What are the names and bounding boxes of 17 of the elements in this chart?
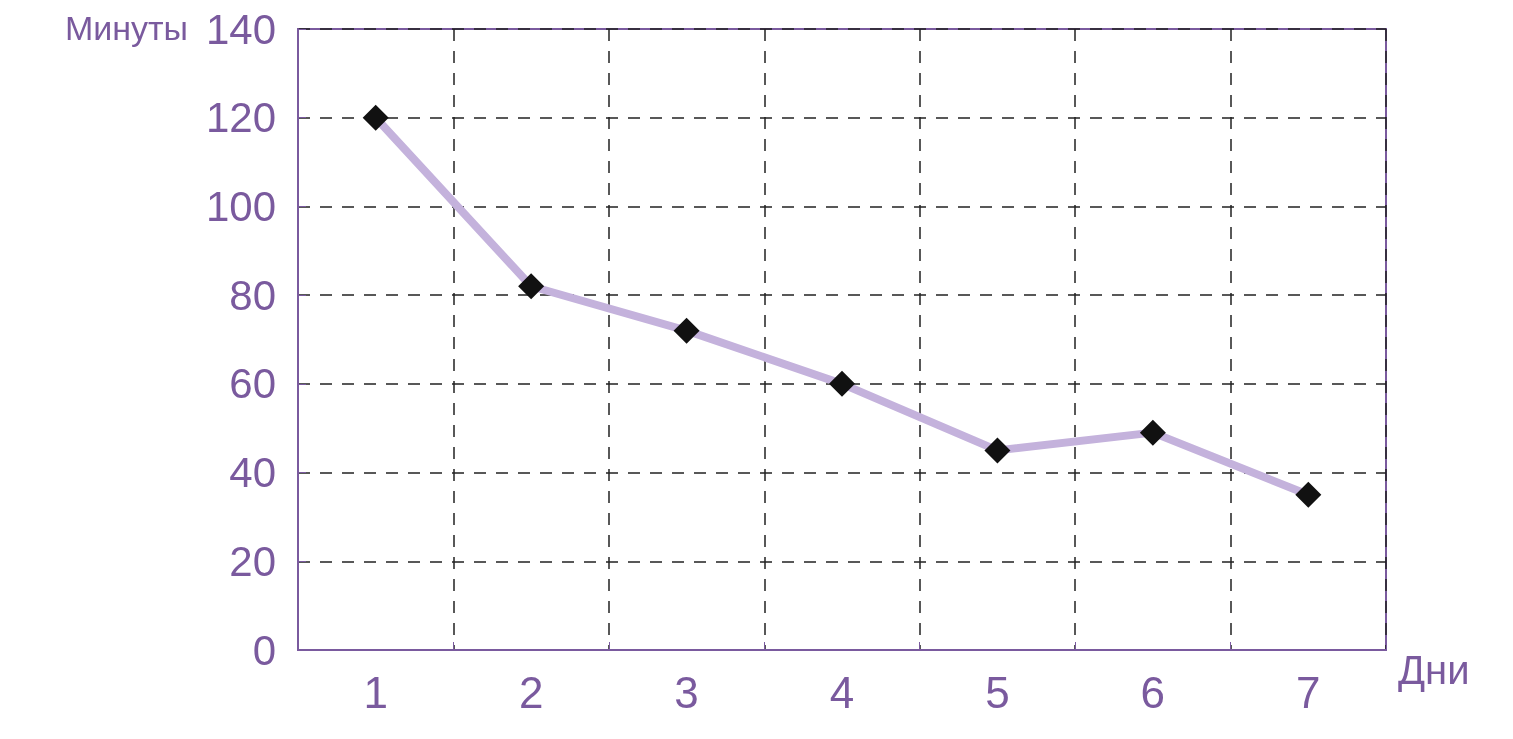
y-tick-label: 100 (205, 182, 276, 230)
x-tick-label: 6 (1140, 667, 1166, 717)
y-tick-label: 140 (205, 5, 276, 53)
x-tick-label: 5 (985, 667, 1010, 717)
y-tick-label: 40 (229, 449, 276, 497)
y-tick-label: 20 (229, 537, 276, 585)
x-tick-label: 7 (1296, 667, 1321, 717)
y-axis-title: Минуты (64, 9, 188, 47)
x-tick-label: 3 (674, 667, 699, 717)
x-tick-label: 1 (363, 667, 388, 717)
y-tick-label: 0 (252, 626, 276, 674)
x-axis-title: Дни (1398, 648, 1470, 692)
x-tick-label: 4 (829, 667, 855, 717)
x-tick-label: 2 (518, 667, 544, 717)
y-tick-label: 60 (229, 360, 276, 408)
y-tick-label: 120 (205, 94, 276, 142)
y-tick-label: 80 (229, 271, 276, 319)
